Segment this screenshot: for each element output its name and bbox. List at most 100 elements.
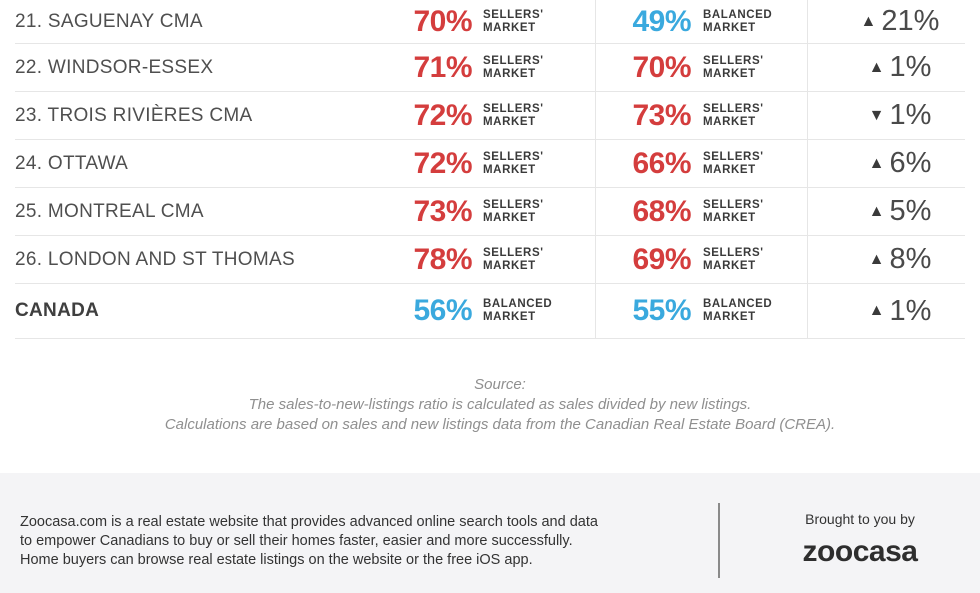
market-label-line: BALANCED: [703, 298, 773, 310]
market-label-line: MARKET: [703, 311, 756, 323]
footer-line-3: Home buyers can browse real estate listi…: [20, 552, 533, 568]
triangle-up-icon: ▲: [868, 202, 885, 220]
market-label: BALANCED MARKET: [703, 0, 772, 43]
column-divider: [595, 236, 596, 283]
market-label-line: MARKET: [703, 115, 756, 128]
change-value: ▼ 1%: [845, 92, 955, 139]
market-label: SELLERS' MARKET: [703, 236, 764, 283]
column-divider: [807, 0, 808, 43]
market-label: SELLERS' MARKET: [483, 92, 544, 139]
column-divider: [807, 92, 808, 139]
market-label-line: SELLERS': [483, 8, 544, 21]
ratio-value: 72%: [413, 146, 472, 180]
column-divider: [595, 92, 596, 139]
column-divider: [807, 236, 808, 283]
ratio-value: 66%: [632, 146, 691, 180]
market-label-line: MARKET: [483, 163, 536, 176]
change-percent: 5%: [889, 195, 932, 227]
change-percent: 1%: [889, 294, 932, 327]
market-label-line: MARKET: [703, 67, 756, 80]
city-name: CANADA: [15, 300, 100, 321]
ratio-value: 70%: [632, 50, 691, 84]
market-label-line: BALANCED: [703, 8, 773, 21]
market-label: SELLERS' MARKET: [483, 188, 544, 235]
market-label-line: SELLERS': [703, 54, 764, 67]
triangle-up-icon: ▲: [868, 302, 885, 319]
market-label-line: MARKET: [483, 259, 536, 272]
market-label-line: MARKET: [483, 21, 536, 34]
market-label-line: MARKET: [483, 67, 536, 80]
table-row: 24. OTTAWA 72% SELLERS' MARKET 66% SELLERS' MA…: [15, 140, 965, 188]
market-label: SELLERS' MARKET: [703, 188, 764, 235]
market-label-line: MARKET: [703, 21, 756, 34]
city-name: 23. TROIS RIVIÈRES CMA: [15, 104, 253, 126]
ratio-value: 70%: [413, 4, 472, 38]
market-label-line: BALANCED: [483, 298, 553, 310]
market-label-line: SELLERS': [483, 150, 544, 163]
market-label-line: SELLERS': [483, 246, 544, 259]
city-name: 21. SAGUENAY CMA: [15, 10, 203, 32]
city-name: 22. WINDSOR-ESSEX: [15, 56, 214, 78]
footer-divider: [718, 503, 720, 578]
column-divider: [807, 188, 808, 235]
change-percent: 21%: [881, 5, 940, 37]
ratio-value: 72%: [413, 98, 472, 132]
table-row: 21. SAGUENAY CMA 70% SELLERS' MARKET 49% BALA…: [15, 0, 965, 44]
market-label-line: SELLERS': [483, 198, 544, 211]
market-label-line: MARKET: [703, 163, 756, 176]
table-row: 22. WINDSOR-ESSEX 71% SELLERS' MARKET 70% SEL…: [15, 44, 965, 92]
city-name: 25. MONTREAL CMA: [15, 200, 204, 222]
zoocasa-logo[interactable]: zoocasa: [802, 535, 918, 568]
footer-line-2: to empower Canadians to buy or sell thei…: [20, 533, 573, 549]
triangle-up-icon: ▲: [868, 154, 885, 172]
ratio-table: 21. SAGUENAY CMA 70% SELLERS' MARKET 49% BALA…: [15, 0, 965, 339]
ratio-value: 68%: [632, 194, 691, 228]
column-divider: [807, 284, 808, 338]
source-note: Source: The sales-to-new-listings ratio …: [0, 375, 980, 435]
market-label-line: MARKET: [483, 311, 536, 323]
change-value: ▲ 1%: [845, 284, 955, 338]
change-value: ▲ 21%: [845, 0, 955, 43]
market-label-line: MARKET: [483, 211, 536, 224]
change-value: ▲ 6%: [845, 140, 955, 187]
market-label-line: SELLERS': [483, 54, 544, 67]
market-label: BALANCED MARKET: [703, 284, 772, 338]
triangle-up-icon: ▲: [868, 58, 885, 76]
footer-description: Zoocasa.com is a real estate website tha…: [20, 513, 700, 570]
change-percent: 8%: [889, 243, 932, 275]
change-value: ▲ 5%: [845, 188, 955, 235]
column-divider: [807, 140, 808, 187]
market-label-line: SELLERS': [483, 102, 544, 115]
source-line-1: The sales-to-new-listings ratio is calcu…: [248, 396, 752, 413]
market-label: SELLERS' MARKET: [703, 92, 764, 139]
change-percent: 6%: [889, 147, 932, 179]
market-label: BALANCED MARKET: [483, 284, 552, 338]
city-name: 26. LONDON AND ST THOMAS: [15, 248, 295, 270]
column-divider: [595, 140, 596, 187]
ratio-value: 71%: [413, 50, 472, 84]
triangle-down-icon: ▼: [868, 106, 885, 124]
market-label: SELLERS' MARKET: [483, 140, 544, 187]
change-value: ▲ 1%: [845, 44, 955, 91]
change-percent: 1%: [889, 99, 932, 131]
table-row: 23. TROIS RIVIÈRES CMA 72% SELLERS' MARKET 7…: [15, 92, 965, 140]
market-label: SELLERS' MARKET: [483, 44, 544, 91]
change-percent: 1%: [889, 51, 932, 83]
market-label-line: SELLERS': [703, 198, 764, 211]
source-line-2: Calculations are based on sales and new …: [164, 416, 836, 433]
ratio-value: 73%: [632, 98, 691, 132]
market-label: SELLERS' MARKET: [483, 0, 544, 43]
triangle-up-icon: ▲: [860, 12, 877, 30]
market-label-line: SELLERS': [703, 150, 764, 163]
ratio-value: 55%: [632, 294, 691, 327]
market-label: SELLERS' MARKET: [483, 236, 544, 283]
city-name: 24. OTTAWA: [15, 152, 129, 174]
brought-to-you-by: Brought to you by: [805, 511, 915, 527]
market-label-line: MARKET: [483, 115, 536, 128]
market-label-line: SELLERS': [703, 102, 764, 115]
market-label: SELLERS' MARKET: [703, 44, 764, 91]
market-label-line: MARKET: [703, 259, 756, 272]
market-label-line: SELLERS': [703, 246, 764, 259]
column-divider: [595, 0, 596, 43]
ratio-value: 78%: [413, 242, 472, 276]
